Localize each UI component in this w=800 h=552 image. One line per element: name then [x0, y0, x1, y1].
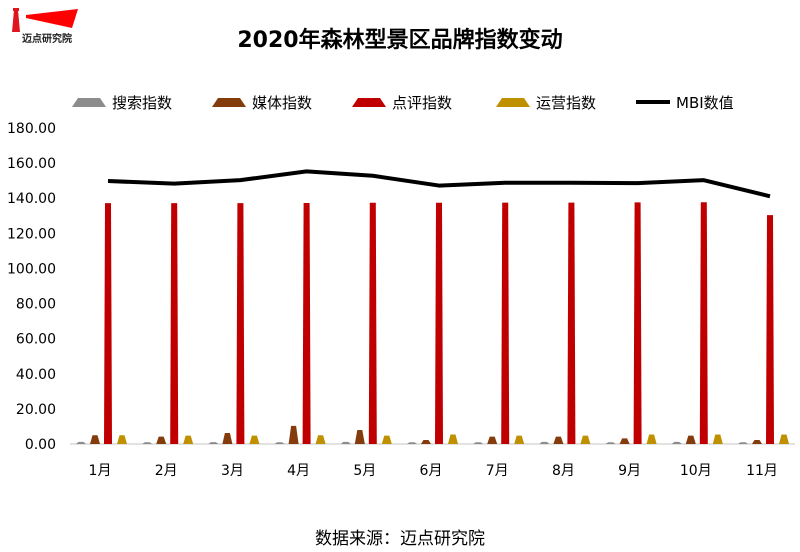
y-tick-label: 20.00: [16, 402, 56, 418]
bar-1: [553, 436, 564, 444]
bar-2: [104, 203, 112, 444]
bar-0: [738, 442, 748, 444]
bar-0: [340, 441, 351, 444]
legend-swatch: [72, 98, 106, 107]
x-tick-label: 6月: [420, 463, 443, 479]
y-tick-label: 160.00: [7, 156, 56, 172]
bar-0: [539, 441, 550, 444]
y-tick-label: 0.00: [25, 437, 56, 453]
y-tick-label: 60.00: [16, 332, 56, 348]
y-tick-label: 180.00: [7, 121, 56, 137]
bar-3: [249, 435, 260, 444]
bar-3: [580, 435, 591, 444]
bar-3: [712, 434, 723, 444]
bar-0: [473, 442, 484, 444]
y-tick-label: 40.00: [16, 367, 56, 383]
legend-label: 运营指数: [536, 94, 596, 112]
source-note: 数据来源：迈点研究院: [315, 529, 485, 549]
x-tick-label: 9月: [618, 463, 641, 479]
y-tick-label: 100.00: [7, 261, 56, 277]
bar-1: [421, 439, 431, 444]
bar-0: [605, 442, 616, 444]
bar-1: [90, 435, 100, 444]
bar-0: [274, 442, 285, 444]
bar-1: [685, 435, 696, 444]
bar-0: [671, 441, 682, 444]
legend-swatch: [352, 98, 386, 107]
bar-3: [381, 435, 392, 444]
bar-3: [117, 435, 127, 444]
legend-label: 点评指数: [392, 94, 452, 112]
logo-lighthouse-icon: [12, 8, 78, 32]
y-tick-label: 80.00: [16, 297, 56, 313]
legend-label: 搜索指数: [112, 94, 172, 112]
bar-1: [354, 429, 365, 444]
bar-3: [183, 435, 194, 444]
legend-label: 媒体指数: [252, 94, 312, 112]
bar-3: [646, 434, 657, 444]
x-tick-label: 7月: [486, 463, 509, 479]
x-tick-label: 1月: [89, 463, 112, 479]
bar-1: [487, 436, 498, 444]
x-tick-label: 8月: [552, 463, 575, 479]
logo-text: 迈点研究院: [22, 34, 72, 45]
bar-0: [142, 442, 153, 444]
bar-1: [752, 439, 762, 444]
bar-0: [208, 442, 219, 444]
bar-3: [315, 435, 326, 444]
bar-2: [766, 215, 774, 444]
bar-0: [407, 442, 417, 444]
x-tick-label: 3月: [221, 463, 244, 479]
bar-2: [567, 202, 576, 444]
bar-1: [222, 432, 233, 444]
bar-2: [302, 202, 311, 444]
bar-2: [501, 202, 510, 444]
bar-1: [619, 438, 630, 444]
x-tick-label: 4月: [287, 463, 310, 479]
bar-0: [76, 441, 86, 444]
x-tick-label: 10月: [680, 463, 712, 479]
bar-2: [236, 203, 245, 444]
bar-1: [288, 425, 299, 444]
bar-3: [779, 434, 789, 444]
bar-2: [170, 203, 179, 444]
bar-2: [368, 202, 377, 444]
y-tick-label: 140.00: [7, 191, 56, 207]
bar-2: [633, 202, 642, 444]
x-tick-label: 11月: [746, 463, 778, 479]
bar-3: [514, 435, 525, 444]
legend-swatch: [496, 98, 530, 107]
y-tick-label: 120.00: [7, 226, 56, 242]
x-tick-label: 2月: [155, 463, 178, 479]
bar-2: [435, 202, 443, 444]
mbi-line: [107, 169, 771, 199]
bar-2: [699, 202, 708, 444]
bar-3: [448, 434, 458, 444]
legend-swatch: [212, 98, 246, 107]
chart-title: 2020年森林型景区品牌指数变动: [237, 28, 563, 53]
legend-label: MBI数值: [676, 94, 734, 112]
bar-1: [156, 436, 167, 444]
x-tick-label: 5月: [353, 463, 376, 479]
